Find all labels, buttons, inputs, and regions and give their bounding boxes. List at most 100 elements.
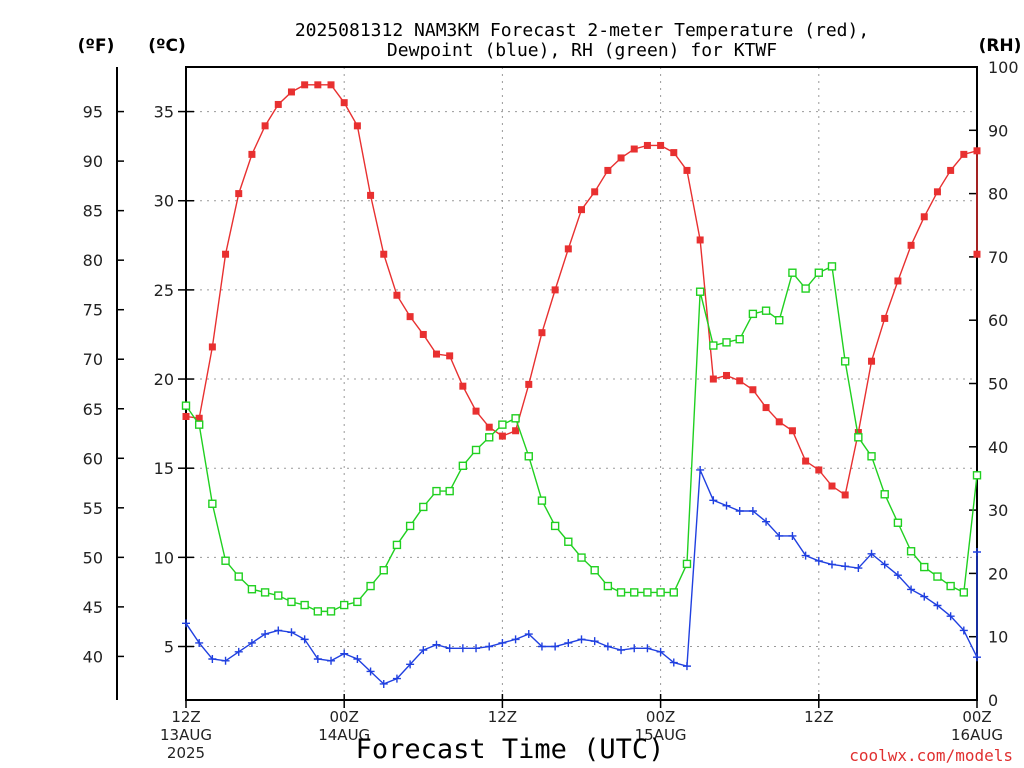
rh-point bbox=[577, 553, 586, 562]
temperature-point bbox=[736, 377, 744, 385]
rh-point bbox=[300, 600, 309, 610]
temperature-point bbox=[472, 407, 480, 415]
rh-point bbox=[498, 420, 507, 429]
dewpoint-point bbox=[933, 601, 942, 610]
fahrenheit-tick-label: 75 bbox=[83, 301, 103, 320]
dewpoint-point bbox=[590, 637, 599, 646]
temperature-point bbox=[485, 423, 493, 431]
rh-point bbox=[840, 357, 850, 366]
rh-tick-label: 10 bbox=[988, 628, 1008, 647]
dewpoint-point bbox=[577, 635, 586, 644]
dewpoint-point bbox=[261, 630, 270, 639]
rh-point bbox=[801, 284, 810, 293]
rh-point bbox=[313, 607, 323, 616]
dewpoint-point bbox=[841, 562, 850, 571]
temperature-point bbox=[973, 147, 981, 155]
temperature-point bbox=[723, 371, 731, 379]
dewpoint-point bbox=[221, 656, 230, 665]
fahrenheit-tick-label: 55 bbox=[83, 499, 103, 518]
rh-point bbox=[511, 414, 520, 423]
rh-point bbox=[854, 433, 863, 442]
dewpoint-point bbox=[287, 628, 296, 637]
series-line-dewpoint bbox=[185, 469, 978, 685]
dewpoint-point bbox=[208, 654, 217, 663]
rh-point bbox=[788, 268, 797, 277]
dewpoint-point bbox=[234, 647, 243, 656]
temperature-point bbox=[802, 457, 810, 465]
rh-point bbox=[867, 452, 876, 461]
chart-title-line1: 2025081312 NAM3KM Forecast 2-meter Tempe… bbox=[295, 20, 869, 41]
x-tick-label: 2025 bbox=[167, 744, 205, 762]
rh-point bbox=[564, 537, 573, 546]
dewpoint-point bbox=[775, 531, 784, 540]
rh-point bbox=[590, 566, 599, 575]
rh-point bbox=[972, 471, 982, 480]
celsius-tick-label: 10 bbox=[154, 548, 174, 567]
temperature-point bbox=[261, 122, 269, 130]
temperature-point bbox=[643, 141, 651, 149]
dewpoint-point bbox=[247, 638, 256, 647]
rh-point bbox=[379, 566, 388, 575]
temperature-point bbox=[828, 482, 836, 490]
dewpoint-point bbox=[814, 556, 823, 565]
temperature-point bbox=[907, 241, 915, 249]
rh-point bbox=[814, 268, 823, 277]
temperature-point bbox=[617, 154, 625, 162]
rh-point bbox=[208, 499, 217, 508]
fahrenheit-tick-label: 50 bbox=[83, 548, 103, 567]
temperature-point bbox=[393, 291, 401, 299]
dewpoint-point bbox=[551, 642, 560, 651]
dewpoint-point bbox=[722, 501, 731, 510]
celsius-unit-label: (ºC) bbox=[148, 36, 186, 56]
temperature-point bbox=[881, 314, 889, 322]
temperature-point bbox=[248, 150, 256, 158]
temperature-point bbox=[775, 418, 783, 426]
rh-point bbox=[682, 559, 692, 569]
chart-title-line2: Dewpoint (blue), RH (green) for KTWF bbox=[387, 40, 777, 61]
dewpoint-point bbox=[182, 619, 190, 628]
dewpoint-point bbox=[485, 642, 494, 651]
dewpoint-point bbox=[432, 640, 441, 649]
dewpoint-point bbox=[445, 644, 454, 653]
rh-point bbox=[603, 581, 613, 591]
x-tick-label: 12Z bbox=[804, 708, 833, 726]
temperature-point bbox=[920, 213, 928, 221]
temperature-point bbox=[868, 357, 876, 365]
x-tick-label: 12Z bbox=[171, 708, 200, 726]
temperature-point bbox=[406, 313, 414, 321]
temperature-point bbox=[340, 99, 348, 107]
temperature-point bbox=[327, 81, 335, 89]
dewpoint-point bbox=[893, 571, 902, 580]
rh-point bbox=[695, 287, 705, 296]
temperature-point bbox=[854, 429, 862, 437]
rh-tick-label: 60 bbox=[988, 311, 1008, 330]
temperature-point bbox=[380, 250, 388, 258]
celsius-tick-label: 25 bbox=[154, 281, 174, 300]
rh-tick-label: 40 bbox=[988, 438, 1008, 457]
dewpoint-point bbox=[748, 506, 757, 515]
fahrenheit-tick-label: 80 bbox=[83, 251, 103, 270]
temperature-point bbox=[604, 166, 612, 174]
rh-point bbox=[946, 581, 955, 591]
temperature-point bbox=[525, 380, 533, 388]
dewpoint-point bbox=[946, 612, 955, 621]
dewpoint-point bbox=[867, 549, 876, 558]
temperature-point bbox=[274, 100, 282, 108]
dewpoint-point bbox=[617, 646, 626, 655]
dewpoint-point bbox=[406, 660, 415, 669]
rh-point bbox=[234, 572, 243, 581]
temperature-point bbox=[960, 150, 968, 158]
temperature-point bbox=[459, 382, 467, 390]
rh-point bbox=[933, 572, 942, 581]
dewpoint-point bbox=[643, 644, 652, 653]
fahrenheit-tick-label: 65 bbox=[83, 400, 103, 419]
rh-point bbox=[247, 585, 257, 594]
dewpoint-point bbox=[788, 531, 797, 540]
dewpoint-point bbox=[973, 548, 981, 557]
temperature-point bbox=[815, 466, 823, 474]
dewpoint-point bbox=[801, 551, 810, 560]
temperature-point bbox=[696, 236, 704, 244]
x-tick-label: 14AUG bbox=[318, 726, 370, 744]
